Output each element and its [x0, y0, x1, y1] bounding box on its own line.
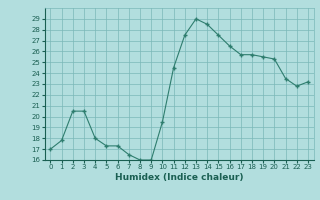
- X-axis label: Humidex (Indice chaleur): Humidex (Indice chaleur): [115, 173, 244, 182]
